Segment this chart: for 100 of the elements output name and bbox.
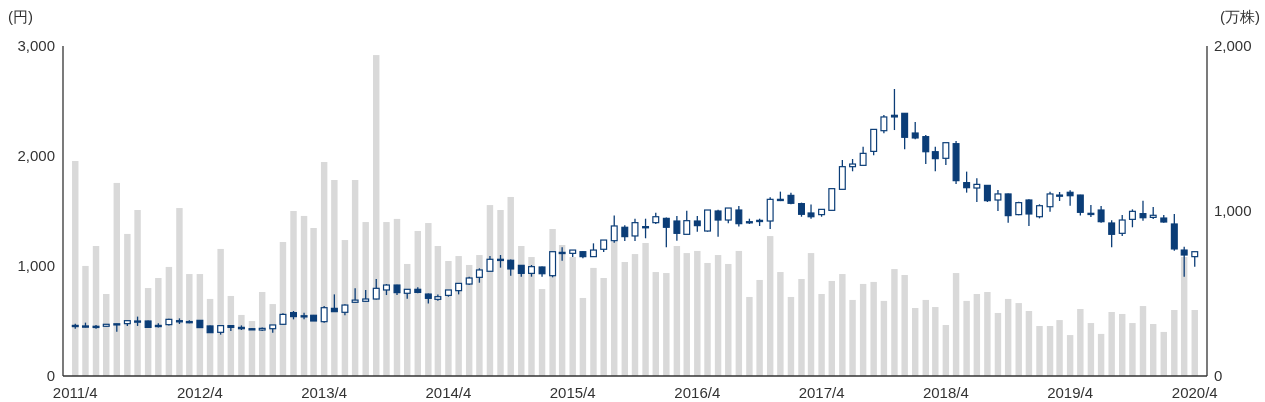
bar [1108, 311, 1115, 376]
bar [714, 255, 722, 376]
x-tick-label: 2015/4 [549, 384, 596, 401]
candlestick [683, 210, 691, 235]
bar [455, 256, 462, 376]
bar [404, 263, 411, 376]
candlestick [1025, 198, 1033, 227]
bar [445, 261, 452, 376]
candlestick [973, 177, 981, 203]
bar [569, 257, 576, 376]
bar [579, 297, 587, 376]
candlestick [1076, 194, 1084, 217]
bar [393, 218, 401, 376]
candlestick [549, 251, 557, 278]
candlestick [610, 214, 618, 244]
bar [839, 274, 846, 376]
bar [621, 261, 628, 376]
bar [227, 295, 235, 376]
candlestick [1087, 204, 1095, 218]
candlestick [1118, 214, 1126, 237]
y2-tick-label: 2,000 [1214, 37, 1252, 54]
bar [300, 215, 308, 376]
bar [558, 244, 566, 376]
candlestick [890, 88, 898, 131]
bar [735, 250, 743, 376]
bar [434, 245, 442, 376]
bar [766, 236, 774, 376]
bar [186, 274, 193, 376]
x-tick-label: 2011/4 [52, 384, 98, 401]
candlestick [351, 287, 359, 304]
bar [1129, 323, 1136, 376]
bar [72, 161, 79, 376]
x-tick-label: 2014/4 [425, 384, 472, 401]
bar [258, 292, 266, 376]
bar [901, 275, 908, 376]
bar [373, 55, 380, 376]
bar [414, 230, 421, 376]
bar [652, 272, 659, 376]
candlestick [1180, 245, 1188, 278]
candlestick [642, 218, 650, 239]
bar [290, 211, 297, 376]
candlestick [766, 196, 774, 230]
bar [176, 208, 183, 376]
bar [238, 314, 245, 376]
bar [663, 273, 670, 376]
candlestick [372, 278, 380, 301]
x-tick-label: 2017/4 [798, 384, 845, 401]
bar [912, 308, 919, 376]
bar [922, 299, 929, 376]
candlestick [870, 128, 878, 156]
bar [1036, 326, 1043, 376]
bar [217, 248, 224, 376]
bar [756, 279, 763, 376]
bar [465, 264, 473, 376]
bar [528, 257, 535, 376]
bar [538, 289, 546, 376]
bar [777, 272, 784, 376]
bar [932, 307, 939, 376]
candlestick [673, 215, 681, 242]
bar [642, 243, 649, 376]
bar [818, 294, 825, 376]
bar [963, 300, 970, 376]
bar [320, 162, 328, 376]
candlestick [1066, 189, 1074, 207]
bar [113, 182, 121, 376]
y-axis-title: (円) [8, 8, 33, 25]
bar [828, 280, 836, 376]
bar [331, 179, 338, 376]
bar [673, 245, 681, 376]
bar [1077, 309, 1084, 376]
candlestick [828, 188, 836, 211]
bar [351, 179, 359, 376]
bar [92, 245, 100, 376]
bar [103, 294, 110, 376]
candlestick [714, 209, 722, 238]
bar [1119, 313, 1126, 376]
x-tick-label: 2019/4 [1047, 384, 1094, 401]
bar [134, 210, 141, 376]
candlestick [963, 170, 971, 194]
bar [507, 196, 514, 376]
bar [362, 222, 369, 376]
bar [1025, 310, 1033, 376]
candlestick [838, 159, 846, 190]
y-tick-label: 0 [46, 367, 55, 384]
candlestick [1108, 219, 1116, 248]
x-tick-label: 2012/4 [176, 384, 223, 401]
bar [82, 265, 89, 376]
bar [248, 321, 256, 376]
candlestick [931, 146, 939, 172]
bar [807, 253, 815, 376]
bar [1066, 335, 1074, 376]
bar [124, 233, 131, 376]
x-tick-label: 2013/4 [301, 384, 348, 401]
candlestick [1004, 192, 1012, 224]
y-tick-label: 2,000 [17, 147, 55, 164]
bar [1171, 310, 1178, 376]
candlestick [859, 146, 867, 166]
bar [590, 267, 597, 376]
bar [870, 281, 877, 376]
bar [994, 312, 1002, 376]
